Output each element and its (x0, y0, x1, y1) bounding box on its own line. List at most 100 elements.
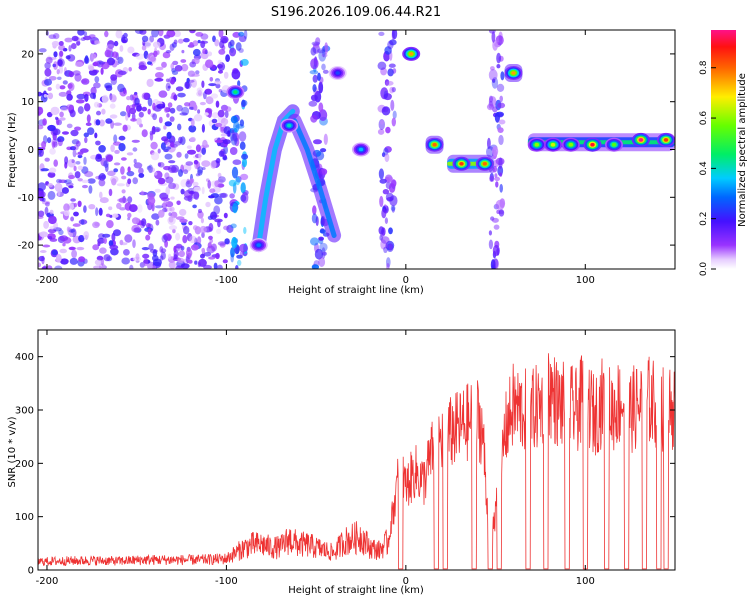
noise-blob (78, 256, 86, 263)
noise-blob (47, 137, 52, 144)
noise-blob (151, 30, 159, 38)
noise-blob (39, 250, 47, 253)
noise-blob (141, 129, 148, 138)
noise-blob (138, 111, 144, 118)
streak-blob (317, 72, 321, 82)
noise-blob (163, 233, 172, 241)
noise-blob (46, 265, 53, 269)
noise-blob (204, 112, 209, 116)
noise-blob (173, 94, 178, 101)
noise-blob (184, 153, 189, 159)
noise-blob (153, 50, 158, 57)
streak-blob (235, 42, 242, 51)
noise-blob (70, 216, 74, 222)
noise-blob (203, 252, 212, 257)
noise-blob (195, 32, 204, 37)
noise-blob (109, 114, 118, 119)
streak-blob (228, 179, 237, 187)
noise-blob (168, 216, 174, 223)
noise-blob (136, 117, 142, 126)
noise-blob (67, 83, 73, 89)
noise-blob (113, 162, 121, 166)
noise-blob (118, 143, 126, 152)
noise-blob (62, 242, 66, 247)
noise-blob (205, 201, 211, 208)
noise-blob (85, 122, 92, 126)
arc-core (256, 108, 296, 248)
noise-blob (164, 106, 169, 113)
noise-blob (149, 132, 154, 141)
noise-blob (69, 146, 77, 151)
noise-blob (99, 119, 105, 127)
streak-blob (489, 175, 495, 182)
noise-blob (95, 154, 103, 162)
noise-blob (59, 117, 66, 121)
noise-blob (226, 130, 231, 137)
noise-blob (99, 191, 103, 199)
noise-blob (218, 49, 226, 55)
noise-blob (188, 125, 197, 133)
noise-blob (57, 187, 61, 197)
streak-blob (391, 87, 396, 93)
noise-blob (165, 78, 170, 83)
noise-blob (64, 156, 69, 165)
noise-blob (148, 164, 153, 174)
noise-blob (167, 164, 177, 174)
streak-blob (389, 39, 397, 46)
noise-blob (68, 229, 76, 233)
y-tick-label: 0 (28, 145, 34, 156)
noise-blob (87, 127, 95, 135)
noise-blob (94, 132, 98, 139)
noise-blob (103, 160, 109, 168)
noise-blob (118, 135, 126, 141)
noise-blob (73, 202, 77, 208)
noise-blob (201, 186, 205, 195)
noise-blob (135, 253, 140, 261)
noise-blob (187, 79, 195, 83)
y-tick-label: -10 (18, 193, 34, 204)
noise-blob (63, 203, 70, 212)
noise-blob (68, 174, 75, 180)
noise-blob (163, 125, 167, 130)
streak-blob (241, 191, 249, 204)
noise-blob (102, 233, 111, 238)
x-tick-label: -100 (215, 576, 238, 587)
streak-blob (384, 153, 390, 163)
noise-blob (189, 61, 197, 68)
streak-blob (239, 141, 246, 150)
noise-blob (132, 177, 138, 185)
noise-blob (158, 116, 163, 124)
noise-blob (170, 63, 175, 70)
noise-blob (71, 159, 75, 164)
noise-blob (120, 166, 125, 175)
streak-blob (318, 257, 326, 267)
noise-blob (98, 207, 103, 216)
noise-blob (174, 65, 183, 72)
noise-blob (106, 44, 115, 49)
noise-blob (223, 212, 228, 219)
noise-blob (89, 92, 96, 99)
noise-blob (201, 248, 205, 253)
noise-blob (165, 82, 171, 92)
noise-blob (193, 159, 199, 165)
noise-blob (146, 53, 155, 62)
noise-blob (77, 106, 84, 115)
noise-blob (66, 123, 73, 129)
noise-blob (52, 227, 62, 232)
noise-blob (201, 147, 206, 155)
noise-blob (77, 30, 85, 36)
colorbar-scale (711, 30, 736, 269)
noise-blob (98, 61, 106, 65)
noise-blob (48, 34, 57, 39)
colorbar-tick-label: 0.6 (699, 111, 709, 126)
noise-blob (126, 170, 135, 177)
streak-blob (320, 148, 327, 153)
streak-blob (321, 53, 328, 58)
streak-blob (492, 78, 496, 83)
noise-blob (39, 231, 49, 238)
noise-blob (47, 92, 54, 100)
noise-blob (71, 249, 77, 259)
noise-blob (120, 242, 128, 246)
